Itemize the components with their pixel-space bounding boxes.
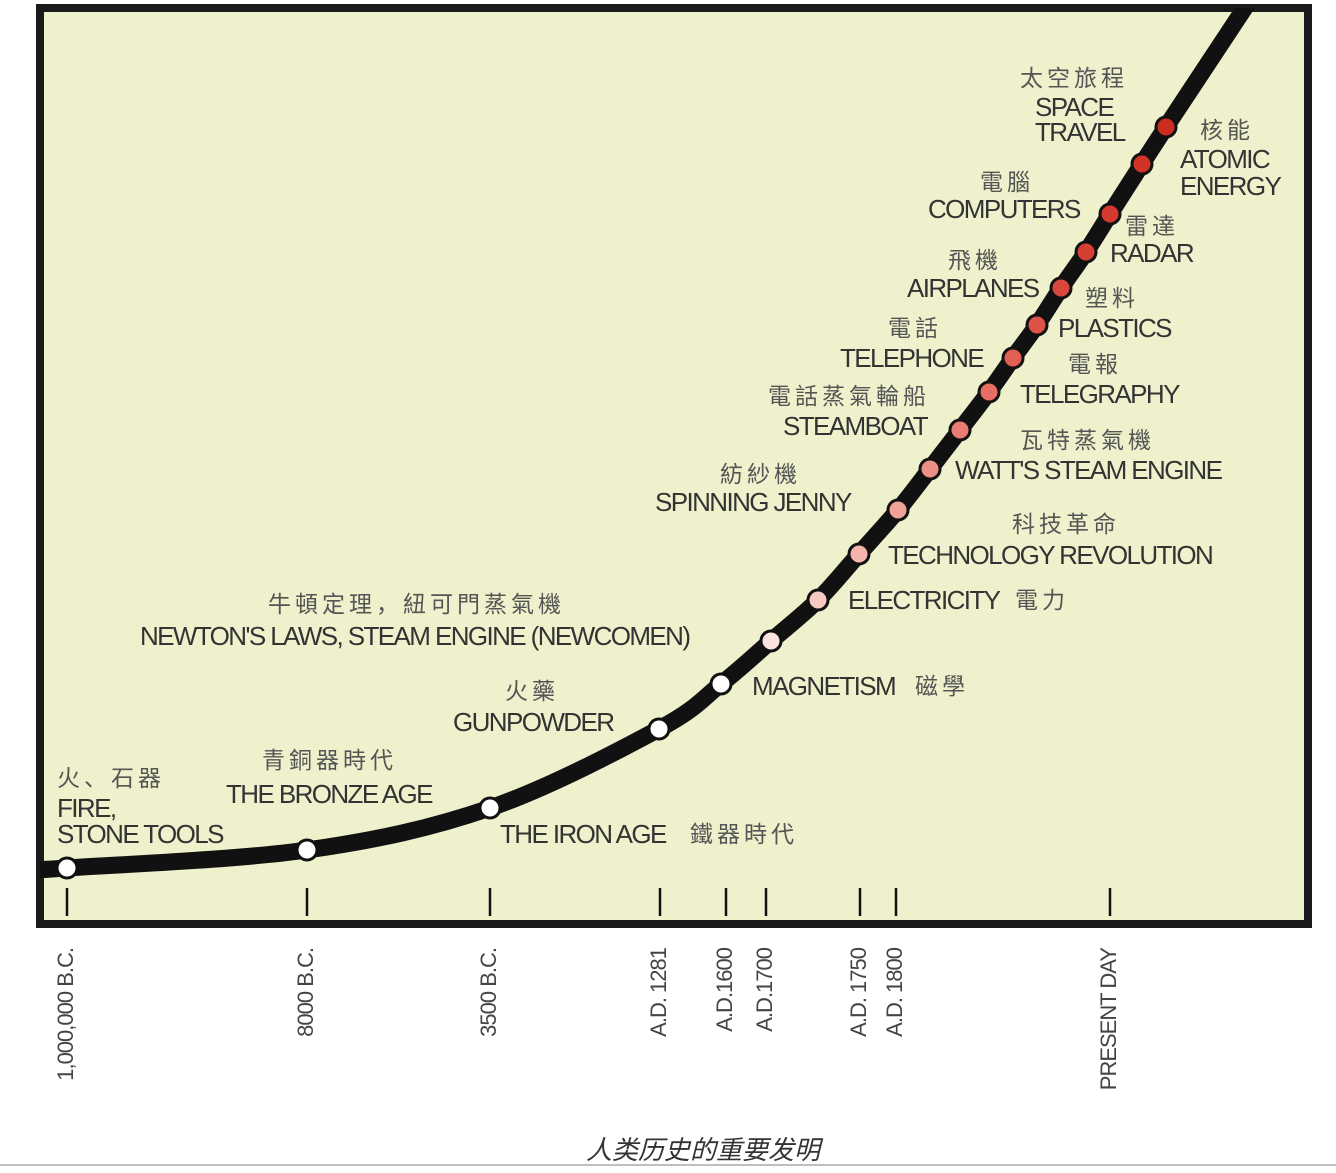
milestone-dot [1001,346,1025,370]
label-en: PLASTICS [1058,313,1172,343]
label-zh: 電話蒸氣輪船 [768,383,930,409]
label-zh: 火、石器 [57,765,165,791]
milestone-dot [1074,240,1098,264]
label-zh: 電腦 [980,169,1034,195]
tick-label: A.D. 1281 [646,947,671,1037]
milestone-dot [948,418,972,442]
label-en: MAGNETISM [752,671,895,701]
tick-label: 3500 B.C. [476,948,501,1037]
milestone-dot [806,588,830,612]
label-en: TELEGRAPHY [1020,379,1180,409]
tick-label: 1,000,000 B.C. [53,948,78,1081]
label-en: THE BRONZE AGE [226,779,433,809]
milestone-dot [1025,313,1049,337]
milestone-dot [295,838,319,862]
label-en: ATOMIC [1180,144,1270,174]
label-en: COMPUTERS [928,194,1081,224]
label-zh: 青銅器時代 [262,747,397,773]
milestone-dot [55,856,79,880]
tick-label: A.D. 1800 [882,947,907,1037]
label-en: THE IRON AGE [500,819,667,849]
label-zh: 核能 [1200,117,1254,143]
label-zh: 電報 [1068,351,1122,377]
label-zh: 太空旅程 [1020,65,1128,91]
milestone-dot [478,796,502,820]
label-en: ELECTRICITY [848,585,1001,615]
label-en: STEAMBOAT [783,411,929,441]
tick-label: PRESENT DAY [1096,947,1121,1091]
tick-label: A.D.1600 [712,947,737,1031]
label-zh: 瓦特蒸氣機 [1020,427,1155,453]
tick-label: 8000 B.C. [293,948,318,1037]
caption: 人类历史的重要发明 [586,1135,824,1165]
label-en: TELEPHONE [840,343,984,373]
milestone-dot [1098,202,1122,226]
milestone-dot [759,629,783,653]
label-en: ENERGY [1180,171,1281,201]
label-zh: 飛機 [948,247,1002,273]
milestone-dot [886,498,910,522]
label-zh: 紡紗機 [720,461,801,487]
label-en: TECHNOLOGY REVOLUTION [888,540,1212,570]
label-zh: 雷達 [1125,213,1179,239]
milestone-dot [847,542,871,566]
label-en: RADAR [1110,238,1194,268]
label-en: FIRE, [57,793,115,823]
label-zh: 科技革命 [1012,511,1120,537]
label-en: TRAVEL [1035,117,1126,147]
label-zh: 火藥 [505,678,559,704]
label-en: NEWTON'S LAWS, STEAM ENGINE (NEWCOMEN) [140,621,690,651]
label-en: AIRPLANES [907,273,1040,303]
label-en: GUNPOWDER [453,707,614,737]
tick-label: A.D.1700 [752,947,777,1031]
label-zh: 磁學 [915,673,969,699]
milestone-dot [918,457,942,481]
label-zh: 牛頓定理，紐可門蒸氣機 [268,591,565,617]
label-en: STONE TOOLS [57,819,224,849]
frame [36,4,1312,928]
label-zh: 電力 [1015,587,1069,613]
milestone-dot [1154,115,1178,139]
milestone-dot [709,672,733,696]
label-en: SPACE [1035,92,1114,122]
tick-label: A.D. 1750 [846,947,871,1037]
milestone-dot [1130,152,1154,176]
milestone-dot [977,380,1001,404]
milestone-dot [1049,276,1073,300]
label-zh: 塑料 [1085,285,1139,311]
label-zh: 電話 [888,315,942,341]
label-en: WATT'S STEAM ENGINE [955,455,1223,485]
label-zh: 鐵器時代 [690,821,798,847]
milestone-dot [647,717,671,741]
label-en: SPINNING JENNY [655,487,852,517]
